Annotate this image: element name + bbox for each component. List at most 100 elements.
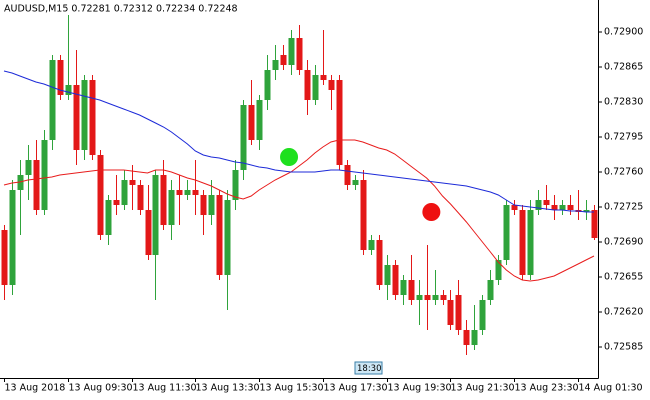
x-tick-label: 13 Aug 13:30 <box>196 383 260 394</box>
candle-body <box>551 205 558 210</box>
candle-body <box>336 80 343 165</box>
candle-body <box>9 190 16 285</box>
candle-body <box>184 190 191 195</box>
candle-body <box>264 70 271 100</box>
candle-body <box>487 280 494 300</box>
candle-body <box>583 210 590 212</box>
candle-body <box>328 80 335 90</box>
signal-dot <box>422 203 441 221</box>
candle-body <box>392 265 399 295</box>
moving-average <box>3 70 594 213</box>
candle-body <box>25 160 32 175</box>
candle-body <box>1 230 8 285</box>
x-tick-label: 14 Aug 01:30 <box>579 383 643 394</box>
candle-body <box>543 200 550 205</box>
y-tick-label: 0.72690 <box>604 237 643 248</box>
candle-body <box>129 180 136 185</box>
signal-dot <box>280 148 299 166</box>
x-tick-label: 13 Aug 23:30 <box>515 383 579 394</box>
candle-body <box>137 185 144 210</box>
candle-body <box>447 300 454 325</box>
candle-body <box>503 205 510 260</box>
candle-body <box>440 295 447 300</box>
x-tick-label: 13 Aug 15:30 <box>260 383 324 394</box>
candle-body <box>152 175 159 255</box>
time-marker-box <box>354 361 383 375</box>
candle-body <box>384 265 391 285</box>
candle-body <box>567 205 574 210</box>
time-marker: 18:30 <box>357 364 382 374</box>
candle-body <box>145 210 152 255</box>
x-tick-label: 13 Aug 09:30 <box>69 383 133 394</box>
candle-body <box>240 105 247 170</box>
moving-average <box>3 139 595 282</box>
candle-body <box>288 38 295 65</box>
x-tick-label: 13 Aug 19:30 <box>388 383 452 394</box>
candle-body <box>272 60 279 70</box>
candle-body <box>208 195 215 215</box>
candle-body <box>57 60 64 95</box>
candle-body <box>296 38 303 70</box>
candle-body <box>360 180 367 250</box>
x-tick-label: 13 Aug 21:30 <box>451 383 515 394</box>
x-tick-label: 13 Aug 2018 <box>5 383 66 394</box>
candle-body <box>121 180 128 205</box>
candle-body <box>105 200 112 235</box>
candle-body <box>400 280 407 295</box>
x-tick-label: 13 Aug 17:30 <box>324 383 388 394</box>
y-tick-label: 0.72760 <box>604 167 643 178</box>
candle-body <box>527 210 534 275</box>
candle-body <box>17 175 24 190</box>
candle-body <box>97 155 104 235</box>
candle-body <box>416 295 423 300</box>
candle-body <box>176 190 183 195</box>
candle-body <box>49 60 56 140</box>
candle-body <box>519 210 526 275</box>
candle-body <box>89 80 96 155</box>
candle-body <box>495 260 502 280</box>
y-tick-label: 0.72585 <box>604 342 643 353</box>
candle-body <box>200 195 207 215</box>
candle-body <box>280 55 287 65</box>
candle-body <box>368 240 375 250</box>
y-tick-label: 0.72725 <box>604 202 643 213</box>
candle-body <box>376 240 383 285</box>
candle-body <box>248 105 255 140</box>
candle-body <box>591 210 598 238</box>
candle-body <box>535 200 542 210</box>
candle-body <box>113 200 120 205</box>
candle-body <box>455 295 462 330</box>
y-tick-label: 0.72655 <box>604 272 643 283</box>
candle-body <box>408 280 415 300</box>
candle-body <box>73 85 80 150</box>
candle-body <box>160 175 167 225</box>
candle-body <box>224 200 231 275</box>
candle-body <box>511 205 518 210</box>
candle-body <box>424 295 431 300</box>
y-tick-label: 0.72900 <box>604 27 643 38</box>
candle-body <box>65 85 72 95</box>
y-tick-label: 0.72865 <box>604 62 643 73</box>
candle-body <box>479 300 486 330</box>
y-tick-label: 0.72620 <box>604 307 643 318</box>
candle-body <box>192 190 199 195</box>
candle-body <box>559 205 566 210</box>
chart-title: AUDUSD,M15 0.72281 0.72312 0.72234 0.722… <box>4 4 238 15</box>
candle-body <box>168 190 175 225</box>
candle-body <box>463 330 470 345</box>
candle-body <box>471 330 478 345</box>
candle-body <box>352 180 359 185</box>
y-tick-label: 0.72795 <box>604 132 643 143</box>
candle-body <box>432 295 439 300</box>
x-tick-label: 13 Aug 11:30 <box>133 383 197 394</box>
candle-body <box>320 75 327 80</box>
candle-body <box>41 140 48 210</box>
candle-body <box>216 195 223 275</box>
candle-body <box>232 170 239 200</box>
candle-body <box>256 100 263 140</box>
candle-body <box>344 165 351 185</box>
candle-body <box>304 70 311 100</box>
candle-body <box>33 160 40 210</box>
candle-body <box>312 75 319 100</box>
